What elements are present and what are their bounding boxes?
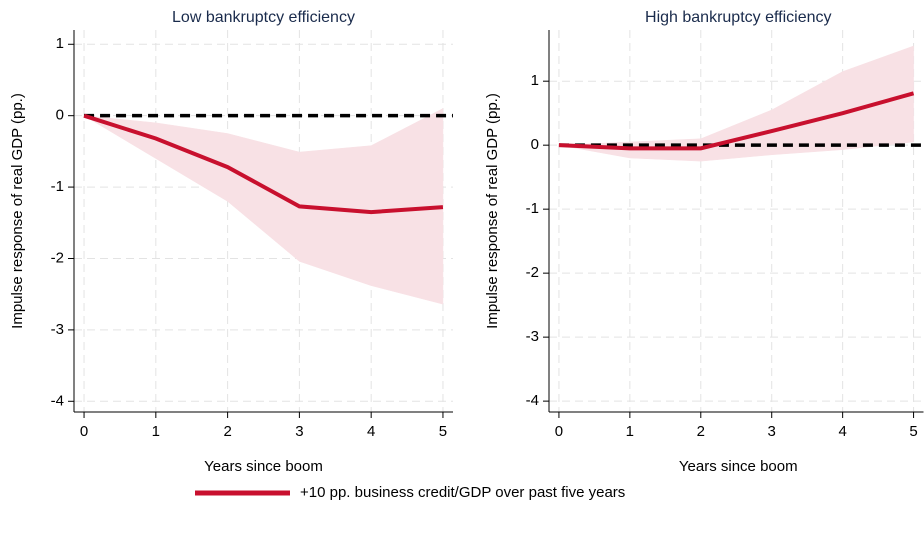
x-tick-label: 5	[909, 423, 917, 440]
x-tick-label: 3	[295, 423, 303, 440]
x-tick-label: 1	[626, 423, 634, 440]
confidence-band	[771, 71, 843, 156]
y-tick-label: 1	[531, 72, 539, 89]
x-tick-label: 5	[439, 423, 447, 440]
y-tick-label: -1	[51, 178, 64, 195]
panel: Low bankruptcy efficiency Years since boo…	[9, 9, 453, 475]
confidence-band	[370, 108, 444, 305]
y-tick-label: -3	[51, 321, 64, 338]
x-axis-label: Years since boom	[204, 458, 323, 475]
x-axis-label: Years since boom	[679, 458, 798, 475]
y-tick-label: 1	[56, 35, 64, 52]
panel: High bankruptcy efficiency Years since bo…	[484, 9, 924, 475]
legend-label: +10 pp. business credit/GDP over past fi…	[300, 484, 625, 501]
confidence-band	[842, 45, 914, 150]
x-tick-label: 2	[223, 423, 231, 440]
confidence-band	[227, 133, 300, 262]
y-axis-label: Impulse response of real GDP (pp.)	[484, 93, 501, 329]
y-tick-label: -3	[526, 328, 539, 345]
x-tick-label: 1	[152, 423, 160, 440]
y-tick-label: 0	[531, 136, 539, 153]
line	[83, 113, 444, 215]
y-tick-label: 0	[56, 107, 64, 124]
x-tick-label: 4	[367, 423, 375, 440]
y-tick-label: -4	[526, 392, 539, 409]
y-tick-label: -2	[51, 249, 64, 266]
x-tick-label: 0	[80, 423, 88, 440]
x-tick-label: 3	[768, 423, 776, 440]
y-tick-label: -4	[51, 392, 64, 409]
chart-title: High bankruptcy efficiency	[645, 9, 831, 26]
line	[558, 91, 915, 151]
confidence-band	[299, 145, 372, 286]
x-tick-label: 0	[555, 423, 563, 440]
y-tick-label: -1	[526, 200, 539, 217]
y-axis-label: Impulse response of real GDP (pp.)	[9, 93, 26, 329]
x-tick-label: 4	[838, 423, 846, 440]
chart-title: Low bankruptcy efficiency	[172, 9, 355, 26]
y-tick-label: -2	[526, 264, 539, 281]
x-tick-label: 2	[697, 423, 705, 440]
